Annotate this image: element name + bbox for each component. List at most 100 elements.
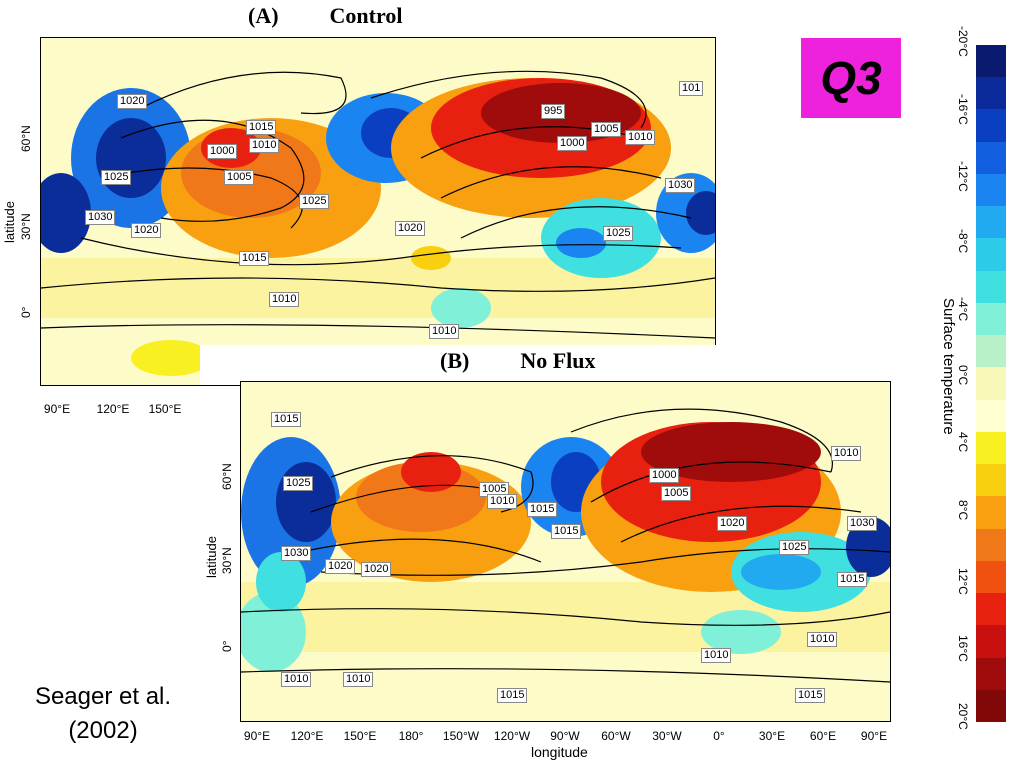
isobar-label: 1010 [269, 292, 300, 307]
colorbar-swatch [976, 593, 1006, 626]
panel-b-title: (B) No Flux [440, 348, 596, 374]
panel-b-x-tick: 60°E [809, 729, 837, 743]
panel-a-y-tick: 30°N [19, 213, 33, 240]
isobar-label: 1025 [299, 194, 330, 209]
isobar-label: 995 [541, 104, 566, 119]
isobar-label: 1005 [661, 486, 692, 501]
isobar-label: 1015 [837, 572, 868, 587]
colorbar-swatch [976, 109, 1006, 143]
isobar-label: 1015 [497, 688, 528, 703]
isobar-label: 1020 [717, 516, 748, 531]
colorbar-swatch [976, 657, 1006, 691]
isobar-label: 1000 [207, 144, 238, 159]
panel-b-x-axis-label: longitude [531, 744, 588, 760]
panel-b-y-tick: 60°N [220, 463, 234, 490]
colorbar-swatch [976, 335, 1006, 368]
panel-b-x-tick: 90°W [550, 729, 580, 743]
q3-badge: Q3 [801, 38, 901, 118]
isobar-label: 1025 [283, 476, 314, 491]
colorbar-tick-label: -20°C [956, 26, 970, 57]
isobar-label: 1030 [281, 546, 312, 561]
panel-b-x-tick: 150°E [343, 729, 377, 743]
isobar-label: 1015 [246, 120, 277, 135]
colorbar-tick-label: -12°C [956, 161, 970, 193]
colorbar-swatch [976, 141, 1006, 175]
colorbar-swatch [976, 689, 1006, 723]
colorbar-swatch [976, 45, 1006, 78]
isobar-label: 101 [679, 81, 704, 96]
colorbar-swatch [976, 399, 1006, 433]
panel-a-title: (A) Control [248, 3, 402, 29]
isobar-label: 1025 [101, 170, 132, 185]
panel-a-x-tick: 150°E [148, 402, 182, 416]
isobar-label: 1010 [831, 446, 862, 461]
isobar-label: 1020 [117, 94, 148, 109]
colorbar-tick-label: 16°C [956, 635, 970, 663]
colorbar-tick-label: 0°C [956, 364, 970, 385]
isobar-label: 1000 [557, 136, 588, 151]
colorbar-tick-label: -16°C [956, 93, 970, 125]
colorbar-tick-label: -8°C [956, 229, 970, 254]
colorbar-swatch [976, 206, 1006, 239]
isobar-label: 1010 [701, 648, 732, 663]
colorbar-swatch [976, 528, 1006, 562]
panel-b-y-tick: 0° [220, 640, 234, 652]
colorbar-swatch [976, 270, 1006, 304]
colorbar-swatch [976, 431, 1006, 465]
colorbar-swatch [976, 560, 1006, 594]
isobar-label: 1015 [239, 251, 270, 266]
isobar-label: 1020 [131, 223, 162, 238]
isobar-label: 1015 [271, 412, 302, 427]
isobar-label: 1020 [325, 559, 356, 574]
isobar-label: 1010 [249, 138, 280, 153]
panel-b-x-tick: 90°E [243, 729, 271, 743]
isobar-label: 1005 [591, 122, 622, 137]
panel-a-x-tick: 90°E [43, 402, 71, 416]
isobar-label: 1030 [665, 178, 696, 193]
panel-a-y-tick: 60°N [19, 125, 33, 152]
citation: Seager et al. (2002) [18, 680, 188, 748]
isobar-label: 1010 [625, 130, 656, 145]
colorbar-label: Surface temperature [940, 298, 957, 435]
panel-a-letter: (A) [248, 3, 279, 28]
colorbar-swatch [976, 173, 1006, 207]
panel-a-x-tick: 120°E [96, 402, 130, 416]
isobar-label: 1020 [395, 221, 426, 236]
colorbar-swatch [976, 496, 1006, 530]
panel-b-x-tick: 30°W [652, 729, 682, 743]
isobar-label: 1030 [85, 210, 116, 225]
panel-b-frame [200, 345, 890, 385]
isobar-label: 1015 [551, 524, 582, 539]
colorbar-swatch [976, 302, 1006, 336]
citation-authors: Seager et al. [34, 683, 172, 710]
panel-b-x-tick: 180° [398, 729, 424, 743]
colorbar-swatch [976, 77, 1006, 110]
panel-b-x-tick: 120°E [290, 729, 324, 743]
panel-b-y-axis-label: latitude [204, 536, 219, 578]
panel-b-y-tick: 30°N [220, 547, 234, 574]
colorbar-swatch [976, 238, 1006, 272]
colorbar-tick-label: 8°C [956, 499, 970, 521]
panel-a-map: 1020 1015 1010 1000 1025 1005 1030 1020 … [40, 37, 716, 386]
panel-a-name: Control [329, 3, 403, 28]
panel-a-y-tick: 0° [19, 306, 33, 318]
isobar-label: 1010 [343, 672, 374, 687]
panel-b-x-tick: 90°E [860, 729, 888, 743]
isobar-label: 1015 [795, 688, 826, 703]
isobar-label: 1000 [649, 468, 680, 483]
colorbar-tick-label: 20°C [956, 703, 970, 730]
panel-a-y-axis-label: latitude [2, 201, 17, 243]
panel-b-map: 1015 1025 1030 1020 1020 1005 1010 1015 … [240, 381, 891, 722]
panel-b-letter: (B) [440, 348, 470, 373]
colorbar-swatch [976, 367, 1006, 401]
colorbar-tick-label: -4°C [956, 296, 970, 321]
panel-b-x-tick: 60°W [601, 729, 631, 743]
isobar-label: 1010 [487, 494, 518, 509]
isobar-label: 1005 [479, 482, 510, 497]
isobar-label: 1010 [281, 672, 312, 687]
colorbar-swatch [976, 625, 1006, 659]
panel-b-x-tick: 0° [713, 729, 725, 743]
panel-a-temperature-field [41, 38, 715, 385]
isobar-label: 1010 [429, 324, 460, 339]
colorbar-tick-label: 12°C [956, 567, 970, 595]
